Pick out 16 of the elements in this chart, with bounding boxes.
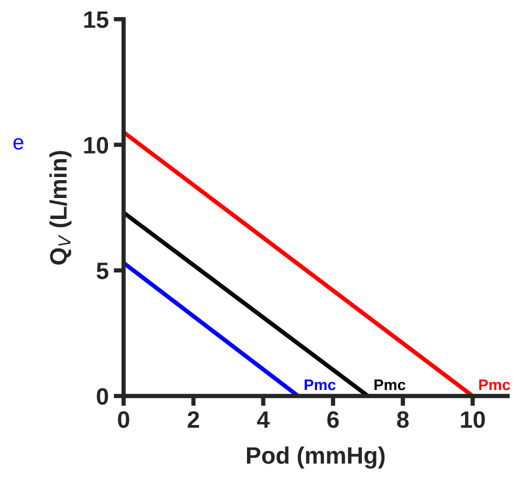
x-tick-label: 10 xyxy=(461,411,485,428)
y-tick-label: 5 xyxy=(96,262,108,280)
y-tick-label: 10 xyxy=(84,136,108,154)
text: e xyxy=(14,138,24,150)
x-tick-label: 2 xyxy=(188,411,200,428)
y-axis-title: Q$_{V}$ (L/min) xyxy=(49,150,72,265)
y-tick-label: 0 xyxy=(96,388,108,405)
series-label: Pmc xyxy=(304,380,336,390)
x-tick-label: 6 xyxy=(327,411,339,428)
x-tick-label: 8 xyxy=(397,411,409,428)
series-label: Pmc xyxy=(374,380,406,390)
x-tick-label: 0 xyxy=(118,411,130,428)
x-axis-title: Pod (mmHg) xyxy=(247,446,385,469)
x-tick-label: 4 xyxy=(257,411,270,428)
y-tick-label: 15 xyxy=(84,12,108,28)
series-label: Pmc xyxy=(479,380,510,390)
